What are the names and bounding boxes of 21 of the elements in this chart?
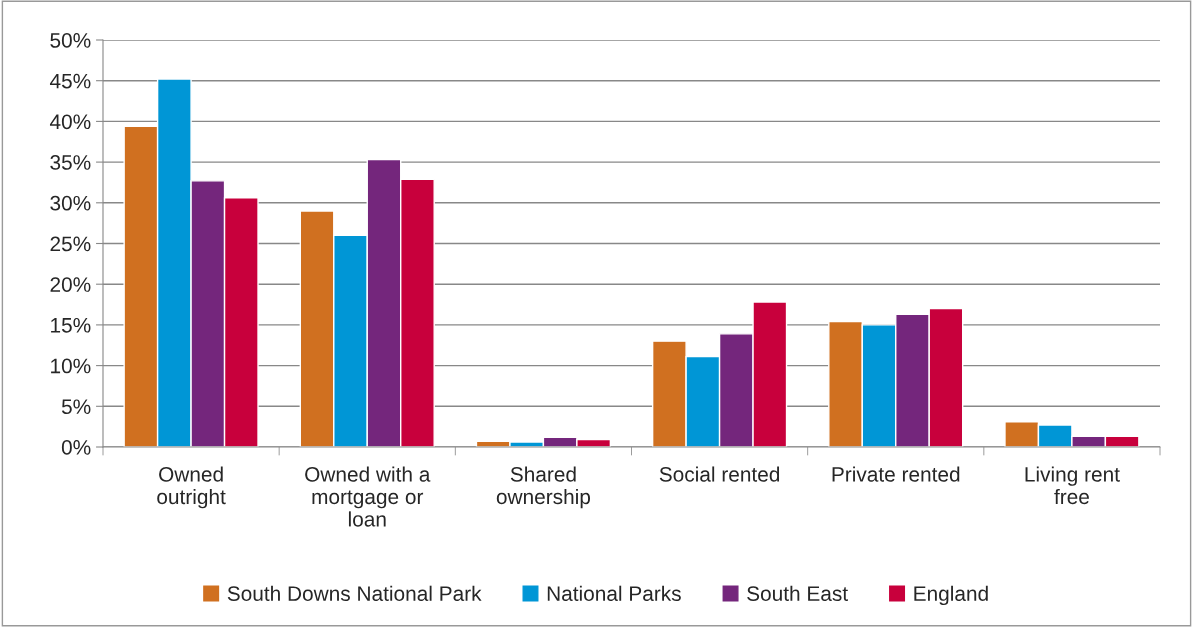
y-tick-label: 40% [49, 114, 91, 130]
x-tick-label: Private rented [832, 466, 960, 482]
y-tick-label: 45% [49, 73, 91, 89]
x-tick-label: Owned with a mortgage or loan [305, 466, 431, 527]
legend-label: National Parks [547, 585, 681, 601]
x-tick-label: Owned outright [157, 466, 226, 509]
y-tick-label: 50% [50, 33, 91, 48]
y-tick-label: 15% [51, 317, 91, 333]
x-tick-label: Shared ownership [496, 466, 591, 509]
legend-label: South East [747, 585, 848, 601]
x-tick-label: Social rented [659, 466, 780, 482]
y-tick-label: 30% [50, 195, 91, 211]
y-tick-label: 25% [50, 236, 91, 252]
y-tick-label: 0% [61, 440, 91, 455]
x-tick-label: Living rent free [1025, 466, 1120, 505]
y-tick-label: 20% [50, 277, 91, 292]
legend-label: South Downs National Park [227, 585, 482, 601]
y-tick-label: 10% [51, 358, 91, 374]
legend-label: England [914, 585, 988, 606]
y-tick-label: 35% [50, 155, 91, 170]
y-tick-label: 5% [61, 399, 91, 415]
